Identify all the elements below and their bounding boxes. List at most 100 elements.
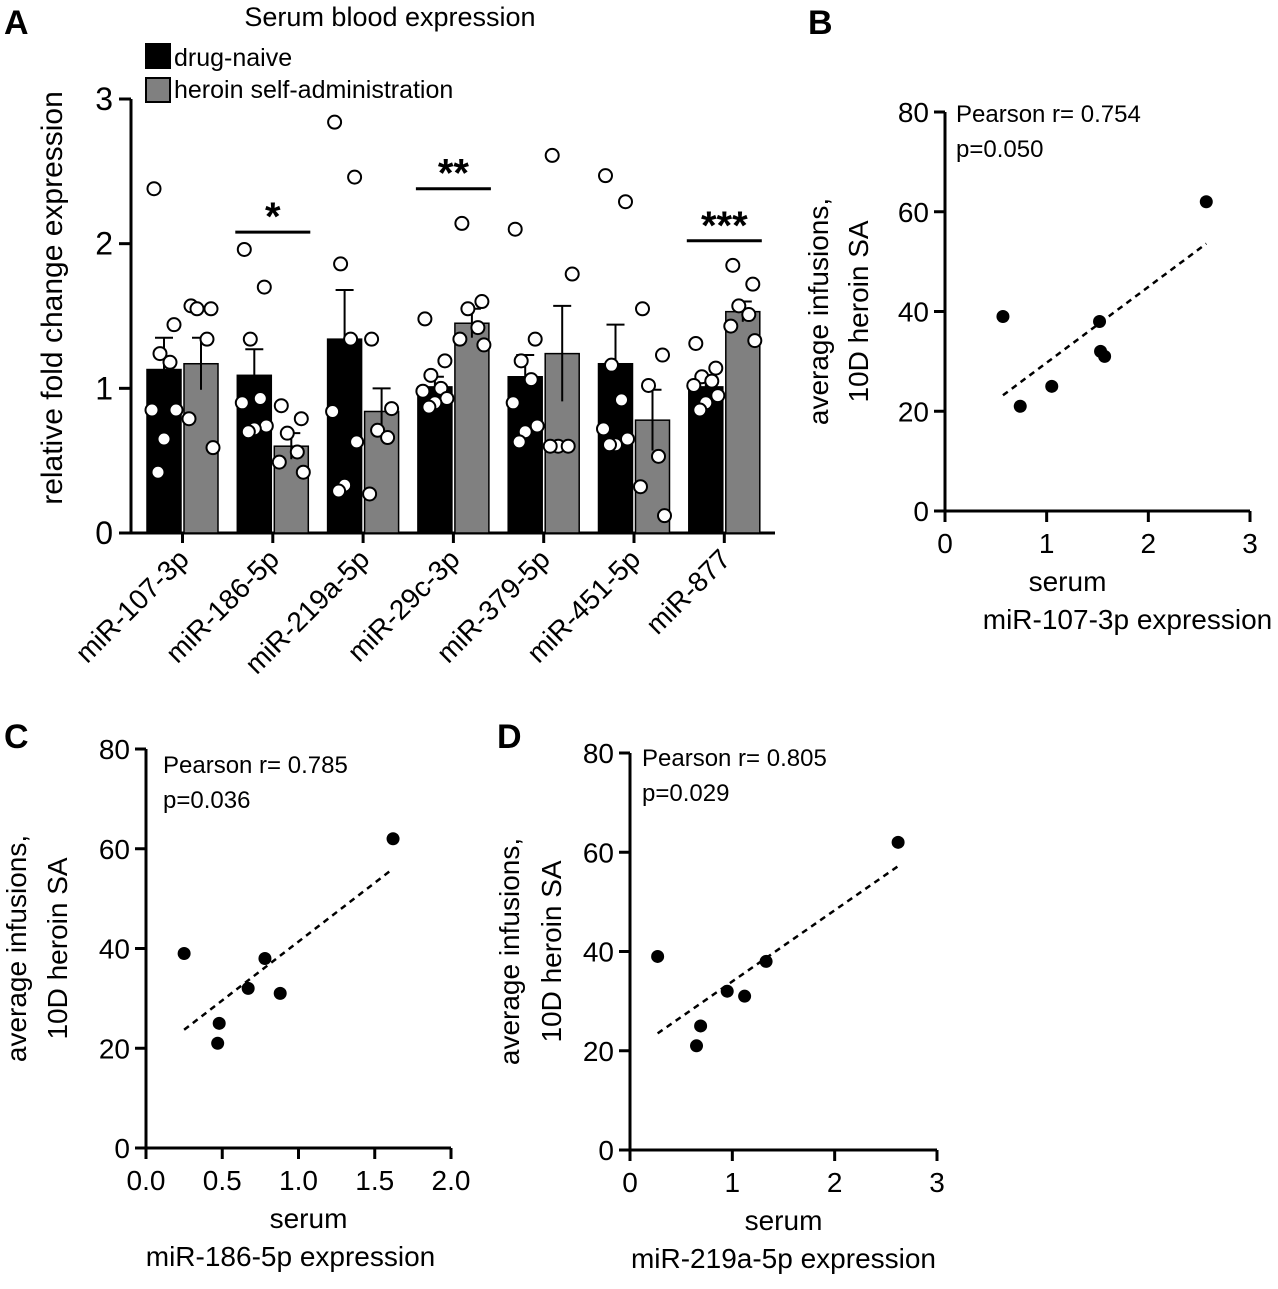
data-point xyxy=(333,256,349,272)
scatter-y-tick-label: 0 xyxy=(114,1133,130,1164)
scatter-x-tick-label: 2 xyxy=(1141,528,1157,559)
data-point xyxy=(476,337,492,353)
data-point xyxy=(564,266,580,282)
data-point xyxy=(289,444,305,460)
panel-a-bar-chart: 0123miR-107-3pmiR-186-5pmiR-219a-5pmiR-2… xyxy=(69,81,775,680)
data-point xyxy=(144,402,160,418)
scatter-point xyxy=(1199,195,1213,209)
data-point xyxy=(633,479,648,495)
panel-d-scatter-chart: 0 20 40 60 80 0 1 2 3 serum miR-219a-5p expression… xyxy=(494,738,945,1274)
regression-line xyxy=(183,867,394,1031)
data-point xyxy=(156,431,172,447)
data-point xyxy=(708,360,724,376)
data-point xyxy=(725,257,741,273)
scatter-point xyxy=(1045,379,1059,393)
data-point xyxy=(370,422,386,438)
data-point xyxy=(523,372,539,388)
scatter-x-axis-title-line1: serum xyxy=(1029,566,1107,597)
scatter-y-tick-label: 80 xyxy=(583,738,614,769)
data-point xyxy=(295,464,311,480)
scatter-y-tick-label: 80 xyxy=(898,97,929,128)
data-point xyxy=(347,169,363,185)
scatter-x-axis-title-line2: miR-107-3p expression xyxy=(983,604,1272,635)
panel-letter-d: D xyxy=(497,718,522,756)
scatter-point xyxy=(720,984,734,998)
data-point xyxy=(189,301,205,317)
data-point xyxy=(655,347,670,363)
scatter-y-tick-label: 0 xyxy=(913,496,929,527)
data-point xyxy=(279,425,295,441)
data-point xyxy=(513,353,529,369)
p-value-label: p=0.050 xyxy=(956,136,1043,163)
data-point xyxy=(741,307,757,323)
data-point xyxy=(747,333,763,349)
data-point xyxy=(152,346,168,362)
scatter-y-tick-label: 80 xyxy=(99,734,130,765)
pearson-r-label: Pearson r= 0.785 xyxy=(163,752,348,779)
data-point xyxy=(150,464,166,480)
data-point xyxy=(731,298,747,314)
p-value-label: p=0.029 xyxy=(642,780,729,807)
data-point xyxy=(146,181,162,197)
scatter-x-tick-label: 0 xyxy=(937,528,953,559)
scatter-y-tick-label: 40 xyxy=(583,937,614,968)
scatter-x-tick-label: 1.0 xyxy=(279,1165,318,1196)
scatter-y-tick-label: 60 xyxy=(898,197,929,228)
bar-chart-y-tick-label: 3 xyxy=(95,81,113,117)
data-point xyxy=(423,367,439,383)
data-point xyxy=(205,440,221,456)
scatter-x-axis-title-line1: serum xyxy=(270,1203,348,1234)
scatter-point xyxy=(1093,314,1107,328)
scatter-point xyxy=(996,309,1010,323)
data-point xyxy=(256,279,272,295)
data-point xyxy=(527,331,543,347)
data-point xyxy=(331,483,347,499)
data-point xyxy=(242,331,258,347)
panel-c-scatter-chart: 0 20 40 60 80 0.0 0.5 1.0 1.5 2.0 serum miR-186-5p … xyxy=(1,734,470,1272)
scatter-point xyxy=(273,986,287,1000)
bar-heroin xyxy=(454,322,490,534)
scatter-x-tick-label: 1 xyxy=(725,1167,741,1198)
data-point xyxy=(234,395,250,411)
scatter-y-tick-label: 20 xyxy=(583,1036,614,1067)
data-point xyxy=(529,418,545,434)
data-point xyxy=(293,411,309,427)
scatter-y-tick-label: 20 xyxy=(898,396,929,427)
p-value-label: p=0.036 xyxy=(163,787,250,814)
data-point xyxy=(384,401,400,417)
data-point xyxy=(560,438,576,454)
data-point xyxy=(327,114,343,130)
scatter-y-tick-label: 0 xyxy=(598,1135,614,1166)
scatter-x-tick-label: 0 xyxy=(622,1167,638,1198)
bar-chart-y-axis-title: relative fold change expression xyxy=(36,91,69,505)
data-point xyxy=(437,353,453,369)
data-point xyxy=(415,383,431,399)
pearson-r-label: Pearson r= 0.805 xyxy=(642,745,827,772)
data-point xyxy=(620,431,635,447)
scatter-point xyxy=(1098,349,1112,363)
scatter-y-axis-title-line2: 10D heroin SA xyxy=(42,857,73,1039)
data-point xyxy=(723,318,739,334)
data-point xyxy=(181,411,197,427)
scatter-x-axis-title-line1: serum xyxy=(745,1205,823,1236)
scatter-x-tick-label: 0.0 xyxy=(127,1165,166,1196)
scatter-y-axis-title-line1: average infusions, xyxy=(803,198,834,425)
scatter-y-axis-title-line2: 10D heroin SA xyxy=(536,860,567,1042)
data-point xyxy=(166,317,182,333)
data-point xyxy=(635,301,650,317)
data-point xyxy=(686,377,702,393)
data-point xyxy=(454,215,470,231)
data-point xyxy=(505,395,521,411)
data-point xyxy=(511,434,527,450)
scatter-point xyxy=(759,954,773,968)
scatter-x-axis-title-line2: miR-186-5p expression xyxy=(146,1241,435,1272)
significance-marker: * xyxy=(265,195,281,239)
bar-chart-y-tick-label: 0 xyxy=(95,515,113,551)
legend-swatch-drug-naive xyxy=(145,43,171,69)
data-point xyxy=(614,392,629,408)
data-point xyxy=(240,424,256,440)
scatter-x-tick-label: 3 xyxy=(1242,528,1258,559)
data-point xyxy=(688,335,704,351)
data-point xyxy=(349,434,365,450)
